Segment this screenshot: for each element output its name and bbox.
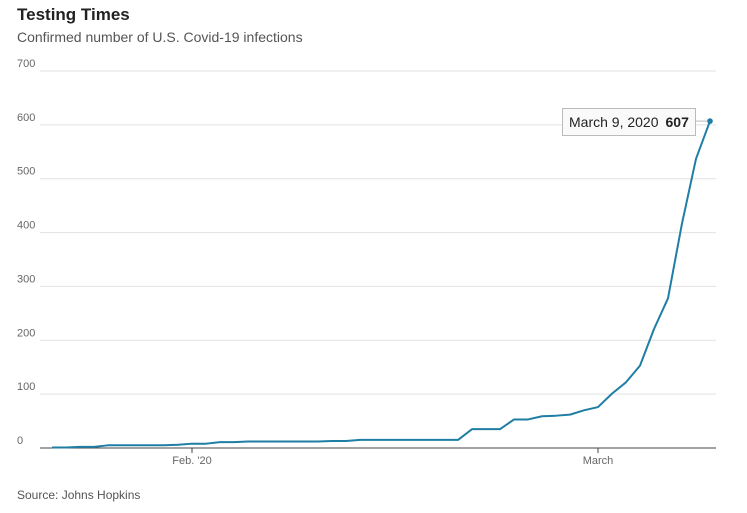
y-tick-label: 300 bbox=[17, 273, 35, 285]
data-tooltip: March 9, 2020 607 bbox=[562, 108, 696, 137]
series-line bbox=[52, 120, 711, 449]
y-tick-label: 400 bbox=[17, 220, 35, 232]
x-tick-label: Feb. '20 bbox=[172, 455, 211, 467]
chart-title: Testing Times bbox=[17, 5, 130, 24]
y-axis-ticks: 0 100 200 300 400 500 600 700 bbox=[17, 58, 35, 447]
y-tick-label: 600 bbox=[17, 112, 35, 124]
tooltip-value: 607 bbox=[665, 114, 689, 131]
y-tick-label: 200 bbox=[17, 327, 35, 339]
grid-lines bbox=[40, 70, 716, 395]
tooltip-date: March 9, 2020 bbox=[569, 114, 659, 131]
highlight-point bbox=[707, 118, 713, 124]
series-group bbox=[52, 118, 713, 449]
x-tick-label: March bbox=[583, 455, 614, 467]
y-tick-label: 100 bbox=[17, 381, 35, 393]
chart-subtitle: Confirmed number of U.S. Covid-19 infect… bbox=[17, 29, 303, 45]
x-axis-ticks: Feb. '20 March bbox=[172, 448, 613, 467]
source-note: Source: Johns Hopkins bbox=[17, 488, 141, 502]
y-tick-label: 500 bbox=[17, 166, 35, 178]
y-tick-label: 700 bbox=[17, 58, 35, 70]
y-tick-label: 0 bbox=[17, 435, 23, 447]
